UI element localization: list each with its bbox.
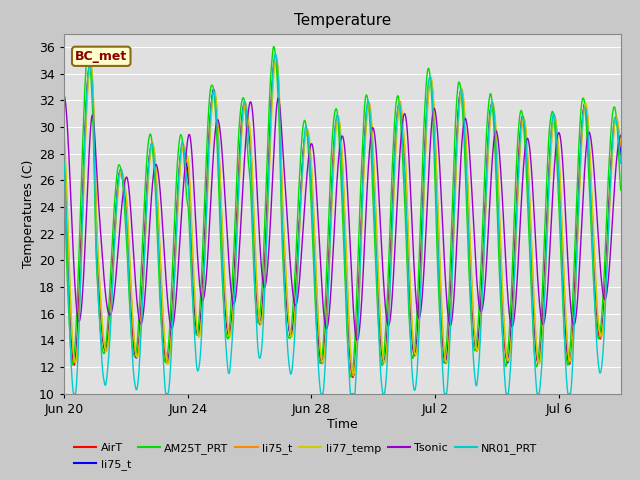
li77_temp: [179, 144, 187, 149]
AM25T_PRT: [291, 283, 298, 289]
Line: AM25T_PRT: AM25T_PRT: [64, 47, 621, 377]
AM25T_PRT: [60, 194, 68, 200]
li77_temp: [92, 194, 100, 200]
Tsonic: [353, 337, 361, 343]
li77_temp: [291, 321, 298, 326]
AM25T_PRT: [287, 324, 295, 330]
li75_t: [60, 143, 68, 149]
li75_t: [617, 142, 625, 147]
li75_t: [617, 149, 625, 155]
Y-axis label: Temperatures (C): Temperatures (C): [22, 159, 35, 268]
li75_t: [268, 83, 276, 89]
Line: NR01_PRT: NR01_PRT: [64, 54, 621, 394]
NR01_PRT: [60, 160, 68, 166]
li77_temp: [272, 55, 280, 61]
li75_t: [291, 312, 298, 318]
AirT: [271, 54, 279, 60]
Tsonic: [287, 273, 295, 278]
li77_temp: [617, 138, 625, 144]
NR01_PRT: [269, 74, 276, 80]
li75_t: [179, 142, 187, 148]
AM25T_PRT: [617, 187, 625, 193]
Line: li75_t: li75_t: [64, 58, 621, 375]
AirT: [617, 152, 625, 158]
Legend: AirT, li75_t, AM25T_PRT, li75_t, li77_temp, Tsonic, NR01_PRT: AirT, li75_t, AM25T_PRT, li75_t, li77_te…: [70, 439, 542, 474]
li75_t: [291, 318, 298, 324]
AM25T_PRT: [268, 53, 276, 59]
AirT: [92, 212, 100, 218]
AirT: [441, 360, 449, 365]
li77_temp: [268, 98, 276, 104]
NR01_PRT: [291, 335, 298, 341]
li75_t: [179, 143, 187, 148]
Tsonic: [60, 93, 68, 98]
li77_temp: [349, 371, 357, 376]
Tsonic: [179, 191, 187, 197]
NR01_PRT: [617, 160, 625, 166]
AM25T_PRT: [179, 142, 187, 147]
li75_t: [272, 54, 280, 60]
li75_t: [92, 200, 100, 205]
li75_t: [287, 333, 295, 338]
AM25T_PRT: [92, 244, 100, 250]
NR01_PRT: [70, 391, 77, 396]
AirT: [60, 160, 68, 166]
Line: li75_t: li75_t: [64, 57, 621, 376]
li75_t: [349, 373, 357, 379]
Line: li77_temp: li77_temp: [64, 58, 621, 373]
Tsonic: [92, 153, 100, 159]
AM25T_PRT: [441, 357, 449, 362]
li75_t: [92, 205, 100, 211]
li77_temp: [441, 352, 449, 358]
AirT: [349, 374, 356, 380]
NR01_PRT: [92, 242, 100, 248]
li77_temp: [60, 134, 68, 140]
li77_temp: [287, 334, 295, 339]
AM25T_PRT: [347, 374, 355, 380]
li75_t: [287, 333, 295, 339]
li75_t: [272, 55, 280, 61]
li75_t: [60, 151, 68, 156]
Text: BC_met: BC_met: [75, 50, 127, 63]
Title: Temperature: Temperature: [294, 13, 391, 28]
Tsonic: [617, 132, 625, 138]
AirT: [179, 143, 187, 148]
AirT: [268, 78, 276, 84]
AirT: [291, 309, 298, 314]
AM25T_PRT: [270, 44, 278, 49]
li75_t: [441, 356, 449, 362]
Line: Tsonic: Tsonic: [64, 96, 621, 340]
li75_t: [441, 354, 449, 360]
NR01_PRT: [179, 141, 187, 147]
X-axis label: Time: Time: [327, 419, 358, 432]
Tsonic: [290, 298, 298, 304]
li75_t: [268, 90, 276, 96]
Line: AirT: AirT: [64, 57, 621, 377]
Tsonic: [440, 258, 448, 264]
NR01_PRT: [288, 368, 296, 374]
AirT: [287, 333, 295, 339]
Tsonic: [268, 182, 276, 188]
NR01_PRT: [441, 391, 449, 396]
li75_t: [349, 372, 357, 378]
NR01_PRT: [271, 51, 279, 57]
